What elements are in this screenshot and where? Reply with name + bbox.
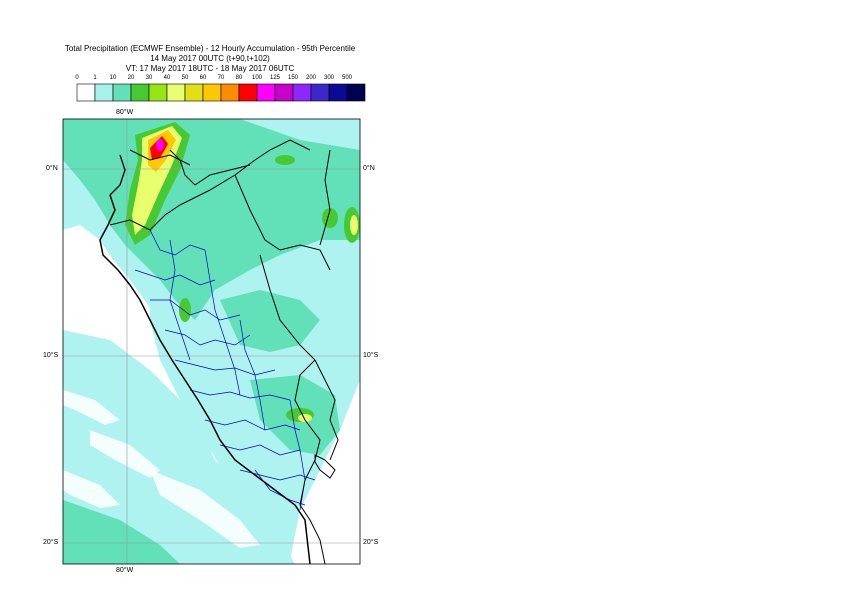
legend-tick-label-0: 0 xyxy=(75,75,79,81)
lat-label-right-20s: 20°S xyxy=(363,539,379,546)
chart-subtitle-run: 14 May 2017 00UTC (t+90,t+102) xyxy=(150,54,270,63)
legend-tick-label-14: 300 xyxy=(324,75,335,81)
legend-tick-label-12: 150 xyxy=(288,75,299,81)
legend-tick-label-11: 125 xyxy=(270,75,281,81)
precip-green-spot-amazon xyxy=(275,155,295,165)
precip-white-streak-3 xyxy=(150,470,260,548)
legend-tick-label-5: 40 xyxy=(164,75,171,81)
precip-green-spot-andes xyxy=(179,298,191,322)
legend-tick-label-8: 70 xyxy=(218,75,225,81)
legend-tick-label-1: 1 xyxy=(93,75,97,81)
lat-label-left-10s: 10°S xyxy=(43,352,59,359)
precip-white-streak-4 xyxy=(63,470,120,508)
legend-tick-label-4: 30 xyxy=(146,75,153,81)
precip-medium-central xyxy=(220,290,320,352)
precip-yellow-north xyxy=(132,126,182,235)
legend-tick-label-9: 80 xyxy=(236,75,243,81)
legend-tick-label-6: 50 xyxy=(182,75,189,81)
precip-yellow-spot-south xyxy=(298,414,312,422)
precip-light-ocean-south xyxy=(63,330,295,564)
admin-boundaries xyxy=(134,229,316,511)
legend-tick-label-3: 20 xyxy=(128,75,135,81)
precip-medium-ocean-south xyxy=(63,500,180,564)
legend-tick-label-13: 200 xyxy=(306,75,317,81)
legend-tick-label-10: 100 xyxy=(252,75,263,81)
legend-swatch-15 xyxy=(346,83,366,102)
legend-tick-label-7: 60 xyxy=(200,75,207,81)
lat-label-left-0: 0°N xyxy=(46,165,58,172)
map-border xyxy=(62,118,361,565)
lon-label-bottom: 80°W xyxy=(116,567,134,574)
chart-title: Total Precipitation (ECMWF Ensemble) - 1… xyxy=(64,44,356,53)
lat-label-left-20s: 20°S xyxy=(43,539,59,546)
lat-label-right-10s: 10°S xyxy=(363,352,379,359)
precip-yellow-spot-east xyxy=(350,215,358,235)
chart-subtitle-valid-time: VT: 17 May 2017 18UTC - 18 May 2017 06UT… xyxy=(125,64,295,73)
precip-magenta-core xyxy=(156,139,164,151)
legend-tick-label-15: 500 xyxy=(342,75,353,81)
color-legend: 0 1 10 20 30 40 50 60 70 80 100 125 150 200 300 500 xyxy=(75,75,366,102)
precip-white-streak-1 xyxy=(63,390,120,425)
precip-white-streak-2 xyxy=(90,430,160,478)
lat-label-right-0: 0°N xyxy=(363,165,375,172)
lon-label-top: 80°W xyxy=(116,109,134,116)
country-borders xyxy=(99,139,339,564)
legend-tick-label-2: 10 xyxy=(110,75,117,81)
